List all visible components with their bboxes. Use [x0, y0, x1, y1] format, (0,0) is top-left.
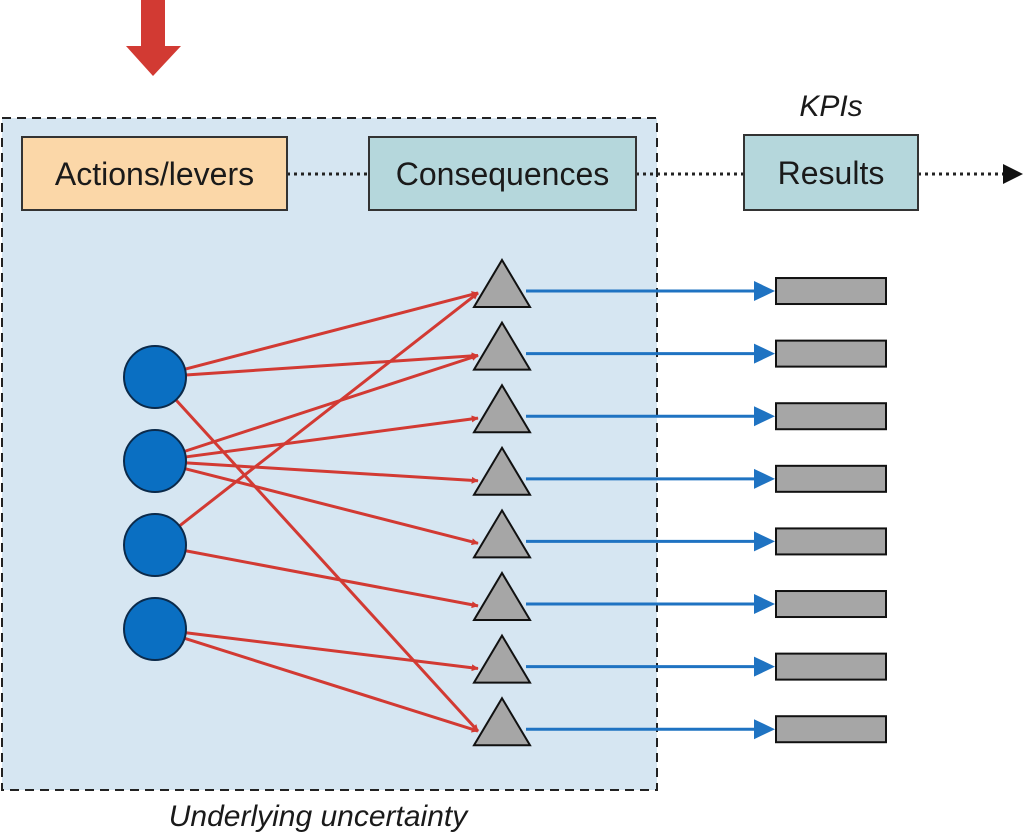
consequence-3 [472, 383, 532, 434]
influence-arrow [182, 354, 479, 454]
uncertainty-label: Underlying uncertainty [169, 800, 469, 833]
levers [123, 345, 187, 661]
consequence-1 [472, 258, 532, 308]
result-bar-1 [775, 277, 887, 306]
result-arrowhead [754, 343, 775, 364]
lever-3 [123, 513, 187, 577]
result-bar-6 [775, 590, 887, 619]
result-bars [775, 277, 887, 744]
uncertainty-region [1, 117, 658, 791]
result-arrowhead [754, 468, 775, 489]
consequence-8 [472, 696, 532, 747]
lever-4 [123, 597, 187, 661]
result-arrows [526, 281, 775, 740]
result-bar-7 [775, 652, 887, 681]
result-arrowhead [754, 281, 775, 302]
consequence-5 [472, 508, 532, 559]
results-label: Results [778, 155, 885, 191]
consequence-2 [472, 320, 532, 371]
result-bar-8 [775, 715, 887, 744]
result-bar-4 [775, 464, 887, 493]
lever-1 [123, 345, 187, 409]
result-arrowhead [754, 594, 775, 615]
result-arrowhead [754, 656, 775, 677]
consequences-box: Consequences [368, 136, 637, 211]
consequence-6 [472, 571, 532, 621]
influence-arrow [183, 352, 479, 377]
influence-arrow [182, 291, 479, 372]
consequences-label: Consequences [396, 156, 609, 192]
consequence-7 [472, 633, 532, 684]
result-bar-5 [775, 527, 887, 556]
output-arrowhead [1003, 164, 1023, 184]
influence-arrow [182, 636, 479, 733]
influence-arrow [176, 291, 479, 529]
result-bar-3 [775, 402, 887, 431]
result-arrowhead [754, 406, 775, 427]
input-arrow [126, 0, 181, 76]
actions-box: Actions/levers [21, 136, 288, 211]
kpis-label: KPIs [799, 90, 862, 123]
results-box: Results [743, 134, 919, 211]
influence-arrow [173, 397, 480, 733]
influence-arrow [182, 466, 479, 546]
actions-label: Actions/levers [55, 156, 254, 192]
consequences [472, 258, 532, 747]
result-arrowhead [754, 719, 775, 740]
influence-arrow [183, 415, 479, 459]
result-arrowhead [754, 531, 775, 552]
influence-arrow [183, 548, 479, 609]
influence-arrow [183, 461, 479, 484]
influence-arrows [173, 291, 480, 733]
consequence-4 [472, 445, 532, 496]
result-bar-2 [775, 339, 887, 368]
lever-2 [123, 429, 187, 493]
influence-arrow [183, 631, 479, 672]
